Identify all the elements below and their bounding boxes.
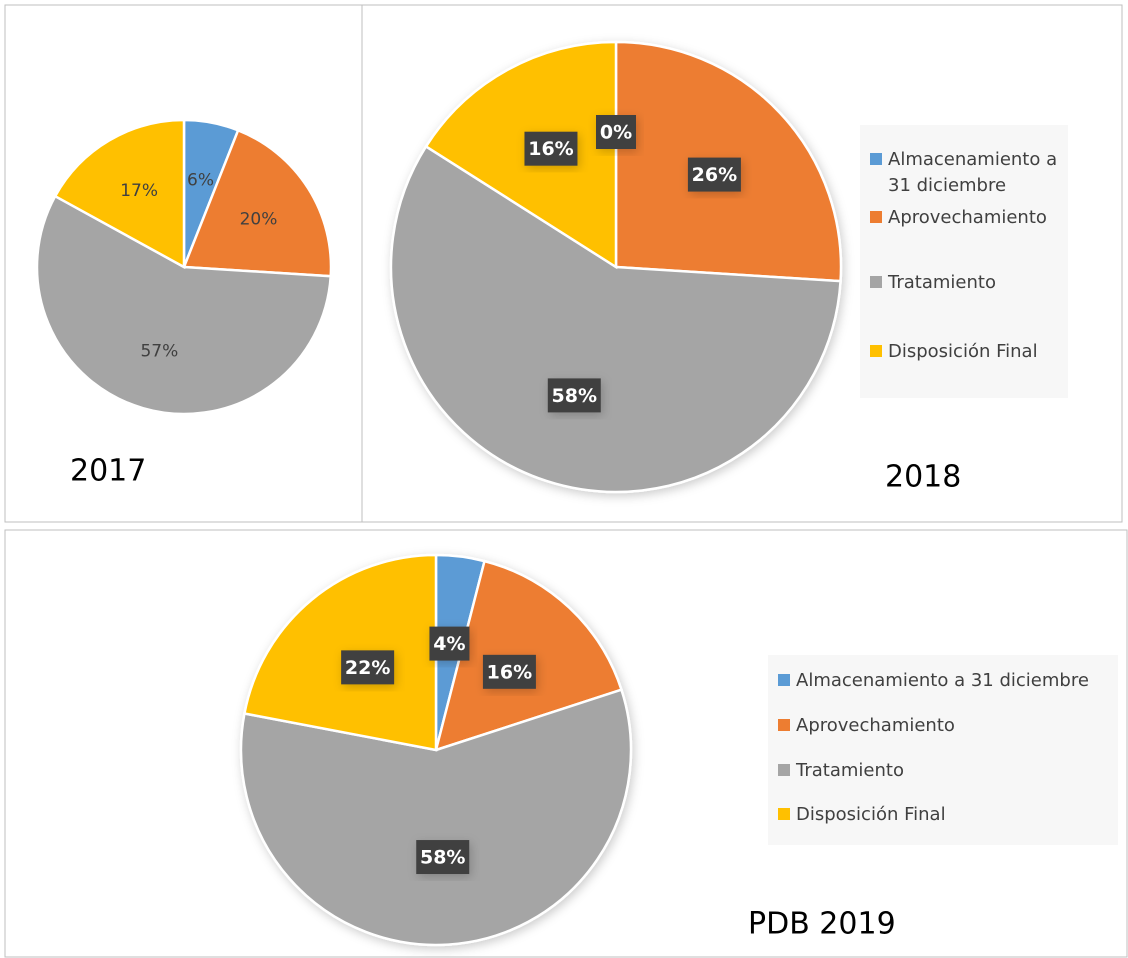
data-label: 16% <box>487 661 532 683</box>
legend-label: Almacenamiento a 31 diciembre <box>796 670 1089 691</box>
pie <box>389 40 843 494</box>
legend-swatch <box>870 276 882 288</box>
legend-label: Disposición Final <box>796 804 946 825</box>
data-label: 26% <box>692 164 737 186</box>
legend-label: Almacenamiento a 31 diciembre <box>888 149 1057 196</box>
data-label-box <box>547 378 601 413</box>
legend-label: Aprovechamiento <box>796 715 955 736</box>
data-label-box <box>524 131 578 166</box>
legend-swatch <box>870 345 882 357</box>
legend-label: Aprovechamiento <box>888 207 1047 228</box>
data-label: 58% <box>552 385 597 407</box>
data-label: 22% <box>345 657 390 679</box>
pie <box>35 118 333 416</box>
data-label: 17% <box>120 181 158 201</box>
legend-swatch <box>778 674 790 686</box>
data-label-box <box>687 157 741 192</box>
data-label: 58% <box>420 847 465 869</box>
data-label: 6% <box>187 170 214 190</box>
chart-title: 2017 <box>70 454 146 489</box>
data-label-box <box>416 840 470 875</box>
legend-swatch <box>778 808 790 820</box>
legend-box <box>768 655 1118 845</box>
pie-slice <box>182 128 333 278</box>
data-label: 20% <box>240 210 278 230</box>
pie-slice <box>35 194 333 416</box>
legend-swatch <box>778 719 790 731</box>
pie <box>239 553 633 947</box>
data-label: 4% <box>433 633 465 655</box>
pie-slice <box>239 688 633 947</box>
data-label-box <box>482 654 536 689</box>
legend-label: Disposición Final <box>888 341 1038 362</box>
legend-label-line: 31 diciembre <box>888 175 1006 196</box>
legend-label: Tratamiento <box>887 272 996 293</box>
legend-swatch <box>778 764 790 776</box>
pie-slice <box>242 553 438 752</box>
legend-label: Tratamiento <box>795 760 904 781</box>
data-label-box <box>429 626 470 661</box>
pie-slice <box>389 144 842 494</box>
chart-title: 2018 <box>885 460 961 495</box>
pie-slice <box>424 40 618 270</box>
data-label: 0% <box>600 122 632 144</box>
data-label: 16% <box>528 138 573 160</box>
pie-slice <box>53 118 186 270</box>
data-label-box <box>341 650 395 685</box>
legend-swatch <box>870 153 882 165</box>
legend-swatch <box>870 211 882 223</box>
legend-label-line: Almacenamiento a <box>888 149 1057 170</box>
data-label-box <box>596 115 636 149</box>
chart-title: PDB 2019 <box>748 907 896 942</box>
legend-box <box>860 125 1068 398</box>
data-label: 57% <box>140 342 178 362</box>
